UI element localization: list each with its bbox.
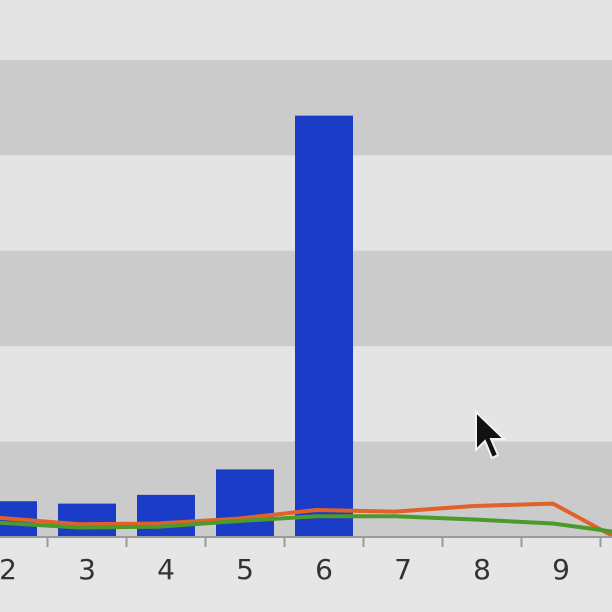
x-axis-ticks bbox=[46, 537, 602, 547]
bar-4 bbox=[137, 494, 195, 537]
x-tick-label-5: 5 bbox=[236, 553, 254, 586]
x-tick-label-4: 4 bbox=[157, 553, 175, 586]
bar-3 bbox=[58, 503, 116, 537]
x-tick-label-2: 2 bbox=[0, 553, 17, 586]
bar-6 bbox=[295, 115, 353, 538]
bar-5 bbox=[216, 469, 274, 537]
x-tick-label-6: 6 bbox=[315, 553, 333, 586]
x-tick-label-8: 8 bbox=[473, 553, 491, 586]
x-tick-label-3: 3 bbox=[78, 553, 96, 586]
line-series-2 bbox=[0, 514, 612, 534]
line-series bbox=[0, 501, 612, 538]
x-tick-label-7: 7 bbox=[394, 553, 412, 586]
x-axis-tick-labels: 2 3 4 5 6 7 8 9 bbox=[0, 553, 570, 586]
axis-area bbox=[0, 537, 612, 612]
grid-band bbox=[0, 0, 612, 60]
x-tick-label-9: 9 bbox=[552, 553, 570, 586]
bar-series bbox=[0, 115, 353, 538]
mouse-pointer-icon bbox=[475, 409, 507, 460]
line-series-1 bbox=[0, 501, 612, 538]
